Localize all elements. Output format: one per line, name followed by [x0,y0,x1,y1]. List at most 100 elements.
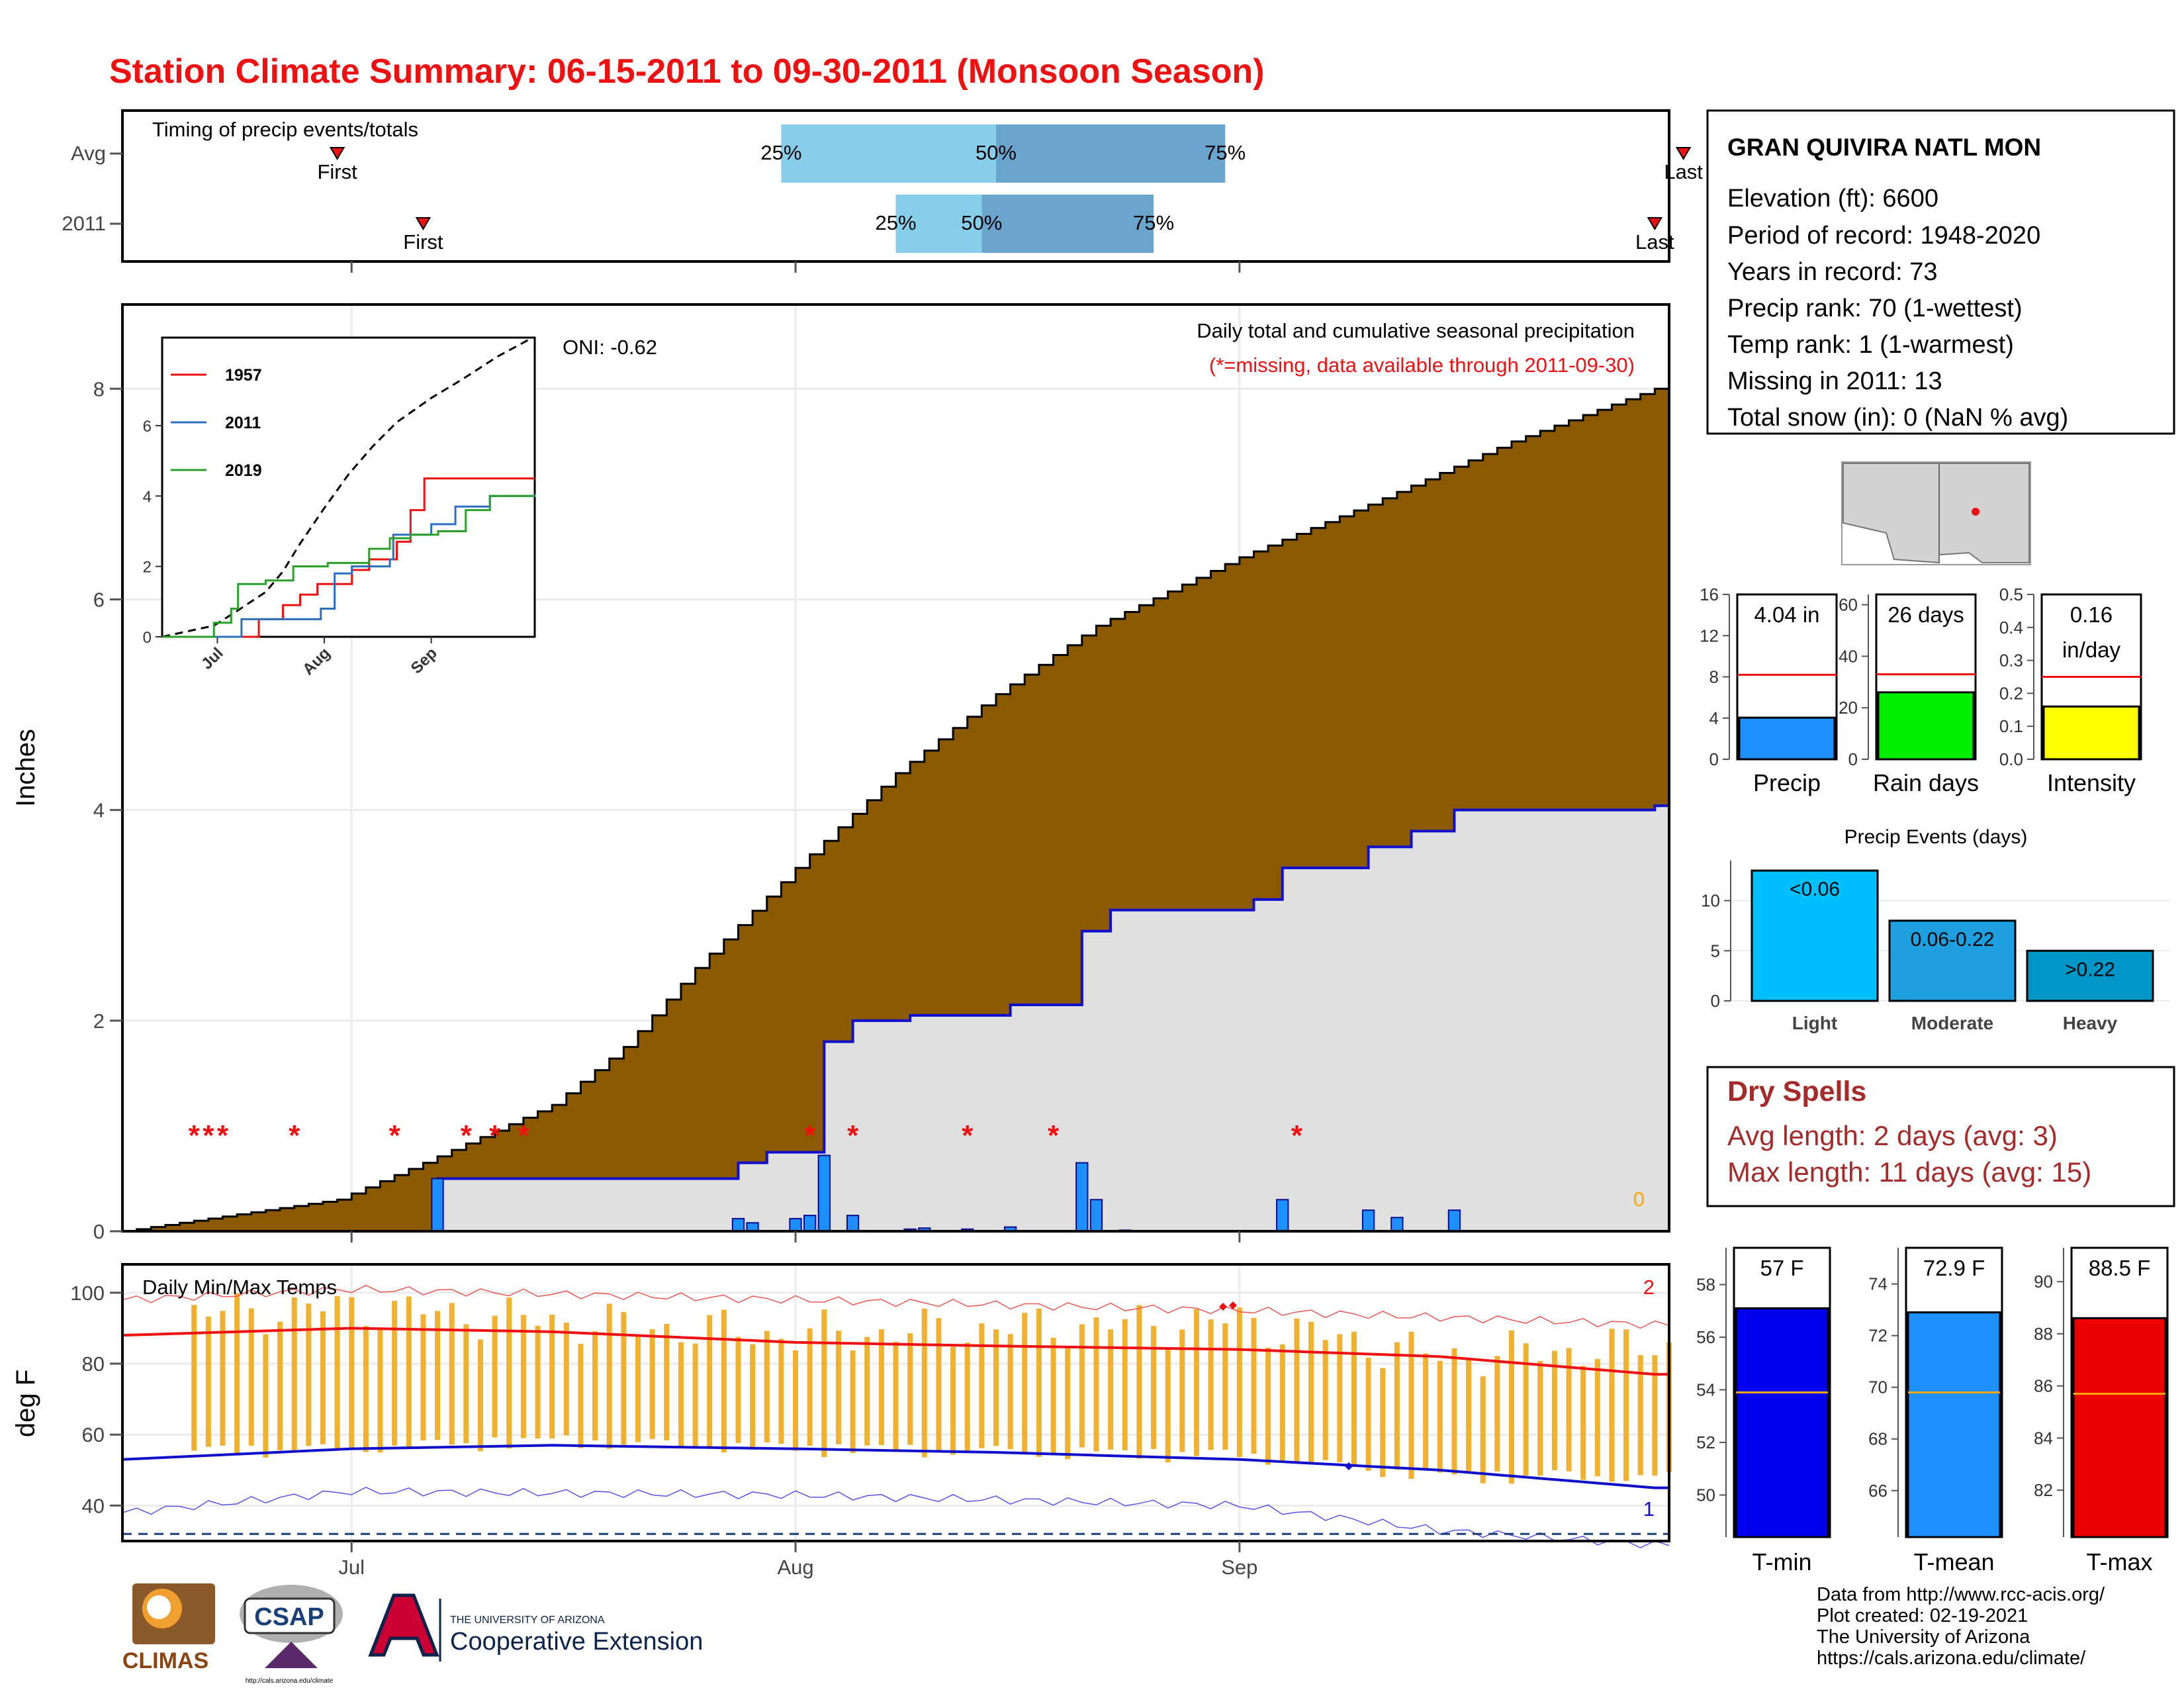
tbar-ytick-label: 84 [2034,1428,2053,1448]
inset-legend-label-2011: 2011 [225,414,261,432]
daily-temp-bar [234,1293,240,1456]
precip-ytick-label: 2 [93,1009,105,1033]
daily-temp-bar [191,1305,197,1451]
precip-ytick-label: 8 [93,377,105,400]
tbar-ytick-label: 54 [1696,1380,1715,1400]
timing-p75-label: 75% [1133,211,1174,234]
precip-ylabel: Inches [11,729,40,807]
daily-temp-bar [735,1336,741,1443]
station-location-dot [1972,508,1979,516]
daily-temp-bar [1079,1324,1085,1448]
tbar-ytick-label: 88 [2034,1324,2053,1344]
timing-first-label: First [403,230,443,254]
daily-temp-bar [721,1309,727,1453]
daily-temp-bar [1251,1317,1257,1454]
locator-map [1841,461,2031,565]
timing-first-marker [329,147,345,160]
mini-name-label: Precip [1753,769,1821,796]
events-bar-label: >0.22 [2065,959,2115,980]
daily-temp-bar [1179,1329,1185,1452]
daily-temp-bar [1451,1348,1457,1475]
daily-temp-bar [1050,1338,1056,1453]
missing-day-marker: * [389,1119,401,1152]
missing-day-marker: * [289,1119,300,1152]
precip-events-chart: Precip Events (days) 0 5 10 <0.06 Light 0.06-… [1701,826,2171,1033]
inset-ytick-label: 0 [143,629,152,647]
events-category-label: Moderate [1911,1013,1993,1033]
dry-spells-avg: Avg length: 2 days (avg: 3) [1727,1120,2058,1151]
dry-spells-box: Dry Spells Avg length: 2 days (avg: 3) M… [1706,1066,2175,1207]
mini-ytick-label: 12 [1700,626,1719,645]
timing-p75-label: 75% [1205,141,1246,164]
daily-temp-bar [1279,1344,1285,1463]
tbar-bar-2 [2072,1317,2167,1538]
daily-temp-bar [392,1301,398,1446]
snow-count: 0 [1633,1188,1645,1211]
daily-temp-bar [492,1315,498,1438]
daily-precip-bar [1276,1199,1289,1232]
daily-temp-bar [1637,1355,1643,1476]
daily-temp-bar [635,1334,641,1442]
timing-first-label: First [317,160,357,183]
daily-temp-bar [334,1296,340,1449]
daily-temp-bar [692,1343,698,1448]
dry-spells-title: Dry Spells [1727,1076,1866,1107]
daily-temp-bar [893,1342,899,1450]
daily-temp-bar [477,1339,483,1452]
avg-tmax-line [122,1327,1669,1376]
dry-spells-max: Max length: 11 days (avg: 15) [1727,1156,2091,1188]
tbar-ytick-label: 86 [2034,1376,2053,1396]
events-ytick-label: 10 [1701,891,1720,911]
credit-line-4: https://cals.arizona.edu/climate/ [1817,1648,2086,1669]
daily-temp-bar [578,1344,584,1448]
timing-p25-label: 25% [875,211,916,234]
daily-temp-bar [936,1318,942,1452]
avg-cumulative-step [122,387,1669,1233]
precip-ytick-label: 4 [93,799,105,822]
daily-precip-bar [803,1215,817,1232]
daily-temp-bar [707,1315,713,1448]
daily-precip-bar [1447,1209,1461,1232]
daily-temp-bar [835,1331,841,1444]
events-bar-light [1751,869,1879,1002]
tbar-value-label: 57 F [1760,1256,1803,1280]
record-high-marker [1229,1301,1237,1309]
events-ytick-label: 0 [1711,991,1720,1011]
daily-temp-bar [1322,1340,1328,1460]
daily-temp-bar [1151,1326,1156,1449]
daily-temp-bar [277,1321,283,1450]
month-tick-label: Sep [1221,1556,1257,1579]
daily-temp-bar [1566,1348,1572,1472]
mini-ytick-label: 0 [1848,749,1858,769]
daily-temp-bar [1165,1347,1171,1463]
daily-precip-bar [731,1217,745,1232]
climas-logo: CLIMAS [122,1583,215,1673]
info-snow: Total snow (in): 0 (NaN % avg) [1727,404,2068,432]
mini-value-label: 4.04 in [1754,602,1819,627]
daily-temp-bar [1351,1331,1357,1467]
daily-precip-bar [1390,1217,1404,1233]
record-high-count: 2 [1643,1276,1655,1299]
climas-text: CLIMAS [122,1648,208,1673]
daily-temp-bar [1093,1317,1099,1452]
temp-panel-label: Daily Min/Max Temps [142,1276,337,1299]
daily-temp-bar [821,1309,827,1458]
mini-ytick-label: 0.0 [1999,749,2023,769]
cumulative-2011-area [122,806,1669,1231]
timing-first-marker [415,217,432,230]
daily-temp-bar [1480,1376,1486,1483]
daily-temp-bar [649,1329,655,1439]
tbar-bar-0 [1735,1307,1829,1538]
mini-ytick-label: 4 [1709,708,1719,728]
mini-name-label: Rain days [1873,769,1979,796]
daily-temp-bar [220,1311,226,1446]
mini-ytick-label: 0.1 [1999,716,2023,736]
inset-year-line-2011 [162,494,536,638]
mini-value-unit: in/day [2062,637,2121,662]
daily-precip-bar [1361,1209,1375,1232]
daily-temp-bar [1380,1368,1386,1477]
station-info-box: GRAN QUIVIRA NATL MON Elevation (ft): 66… [1706,109,2175,435]
